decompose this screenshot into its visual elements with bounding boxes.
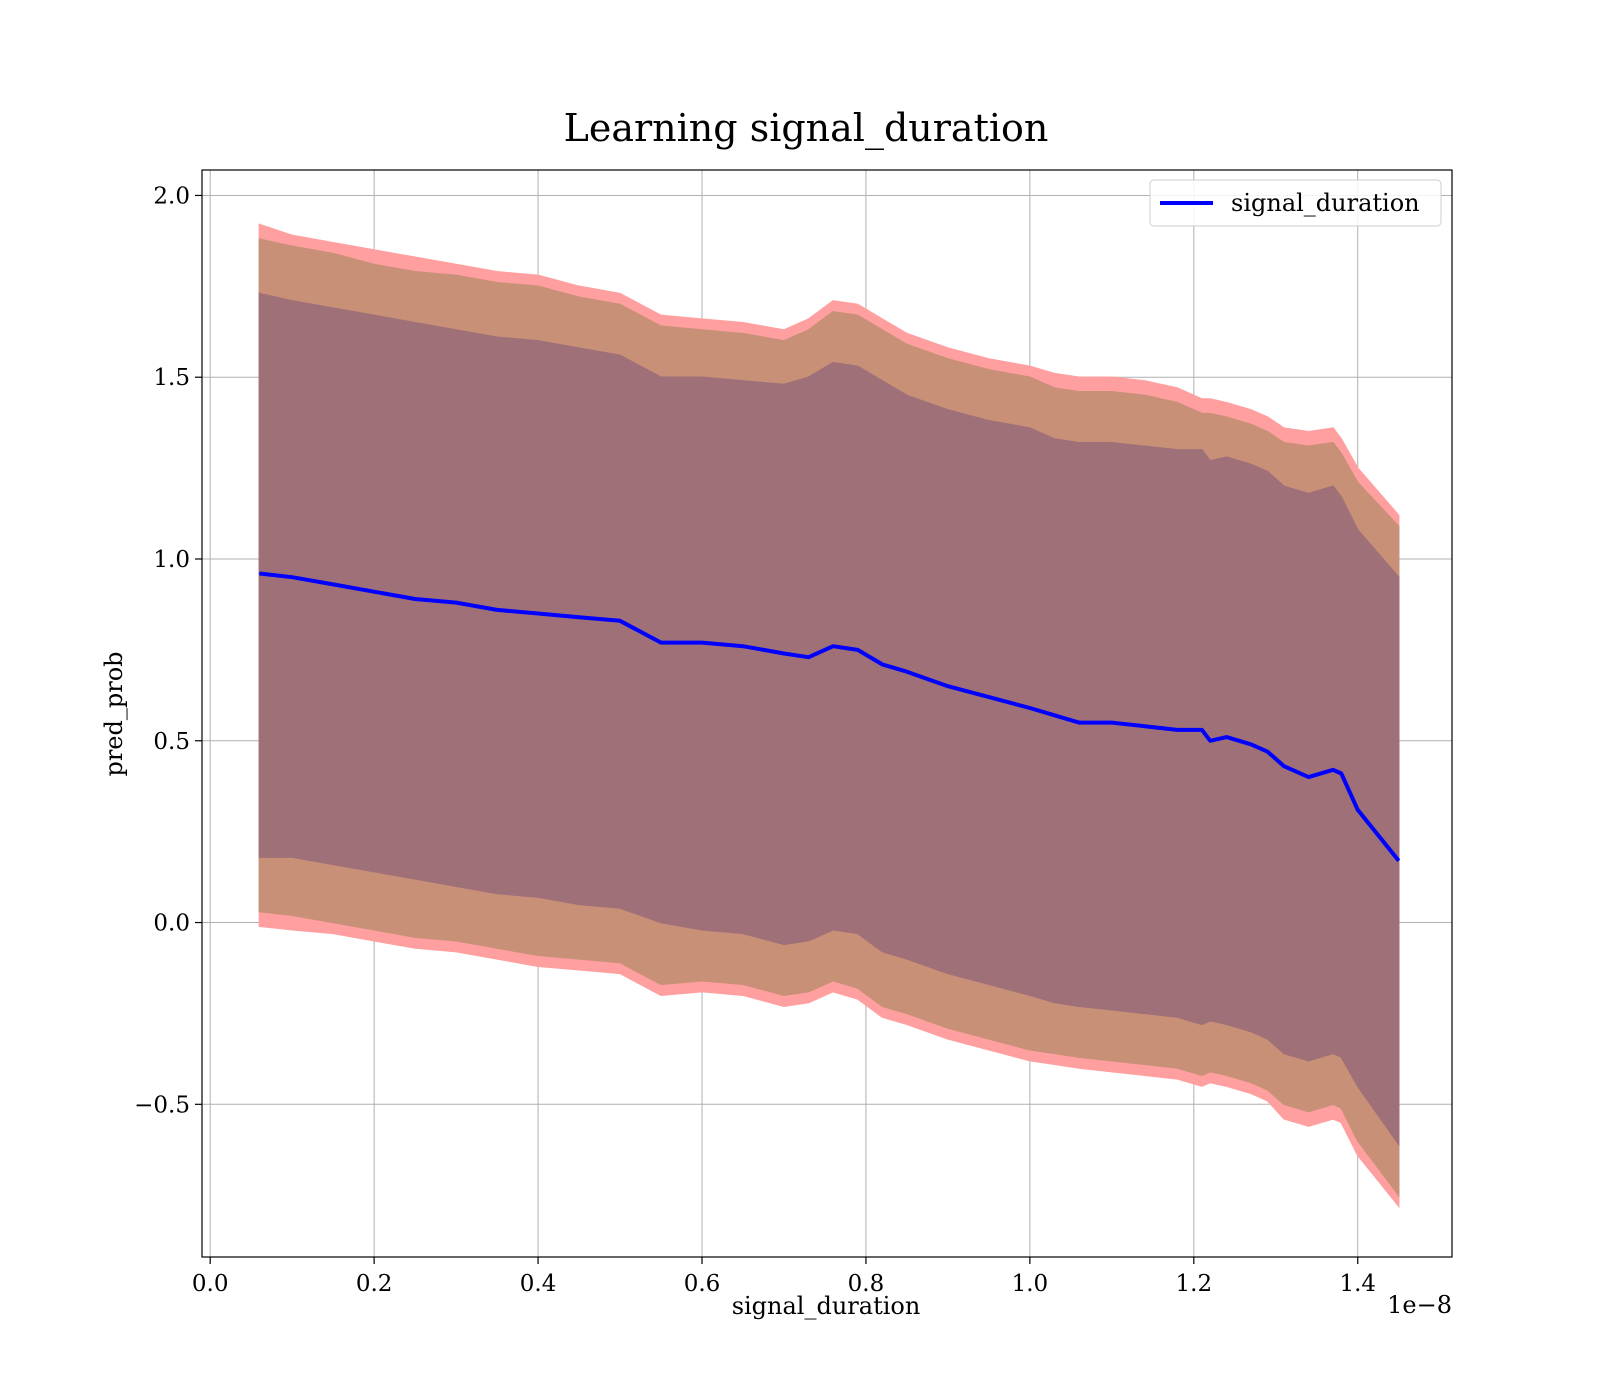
data-point xyxy=(455,602,457,604)
data-point xyxy=(1226,736,1228,738)
data-point xyxy=(1308,776,1310,778)
y-axis-ticks: −0.5 0.0 0.5 1.0 1.5 2.0 xyxy=(134,183,202,1118)
y-tick-label: 1.0 xyxy=(153,547,190,573)
x-tick-label: 0.0 xyxy=(192,1271,229,1297)
data-point xyxy=(414,598,416,600)
data-point xyxy=(1267,751,1269,753)
data-point xyxy=(808,656,810,658)
y-tick-label: 0.0 xyxy=(153,911,190,937)
x-tick-label: 1.2 xyxy=(1176,1271,1213,1297)
y-tick-label: 1.5 xyxy=(153,365,190,391)
legend: signal_duration xyxy=(1149,179,1442,227)
x-tick-label: 1.4 xyxy=(1339,1271,1376,1297)
data-point xyxy=(881,663,883,665)
x-axis-label: signal_duration xyxy=(732,1292,921,1320)
data-point xyxy=(332,583,334,585)
confidence-bands xyxy=(258,223,1400,1209)
y-tick-label: 2.0 xyxy=(153,183,190,209)
x-axis-offset-label: 1e−8 xyxy=(1387,1291,1452,1319)
data-point xyxy=(1340,772,1342,774)
series-lines xyxy=(258,571,1401,862)
data-point xyxy=(701,642,703,644)
data-point xyxy=(906,671,908,673)
x-tick-label: 0.4 xyxy=(520,1271,557,1297)
x-axis-ticks: 0.0 0.2 0.4 0.6 0.8 1.0 1.2 1.4 xyxy=(192,1257,1376,1297)
plot-frame xyxy=(201,169,1453,1258)
data-point xyxy=(1176,729,1178,731)
data-point xyxy=(1053,714,1055,716)
x-tick-label: 0.8 xyxy=(848,1271,885,1297)
x-tick-label: 1.0 xyxy=(1012,1271,1049,1297)
x-tick-label: 0.6 xyxy=(684,1271,721,1297)
x-tick-label: 0.2 xyxy=(356,1271,393,1297)
chart-title: Learning signal_duration xyxy=(564,106,1049,151)
data-point xyxy=(537,613,539,615)
data-point xyxy=(742,645,744,647)
data-point xyxy=(373,591,375,593)
y-tick-label: −0.5 xyxy=(134,1092,190,1118)
data-point xyxy=(783,653,785,655)
y-tick-label: 0.5 xyxy=(153,729,190,755)
data-point xyxy=(1201,729,1203,731)
data-point xyxy=(291,576,293,578)
data-point xyxy=(660,642,662,644)
y-axis-label: pred_prob xyxy=(100,651,128,776)
data-point xyxy=(1357,809,1359,811)
data-point xyxy=(258,573,260,575)
data-point xyxy=(578,616,580,618)
data-point xyxy=(1250,743,1252,745)
data-point xyxy=(619,620,621,622)
data-point xyxy=(988,696,990,698)
data-point xyxy=(1144,725,1146,727)
data-point xyxy=(857,649,859,651)
data-point xyxy=(1111,722,1113,724)
data-point xyxy=(1078,722,1080,724)
data-point xyxy=(1332,769,1334,771)
data-point xyxy=(1398,860,1400,862)
data-point xyxy=(1209,740,1211,742)
data-point xyxy=(1283,765,1285,767)
legend-box xyxy=(1149,179,1442,227)
series-line-0 xyxy=(259,571,1401,862)
data-point xyxy=(1029,707,1031,709)
data-point xyxy=(496,609,498,611)
legend-label-signal-duration: signal_duration xyxy=(1231,189,1420,217)
data-point xyxy=(947,685,949,687)
confidence-band-2 xyxy=(258,292,1400,1147)
data-point xyxy=(832,645,834,647)
